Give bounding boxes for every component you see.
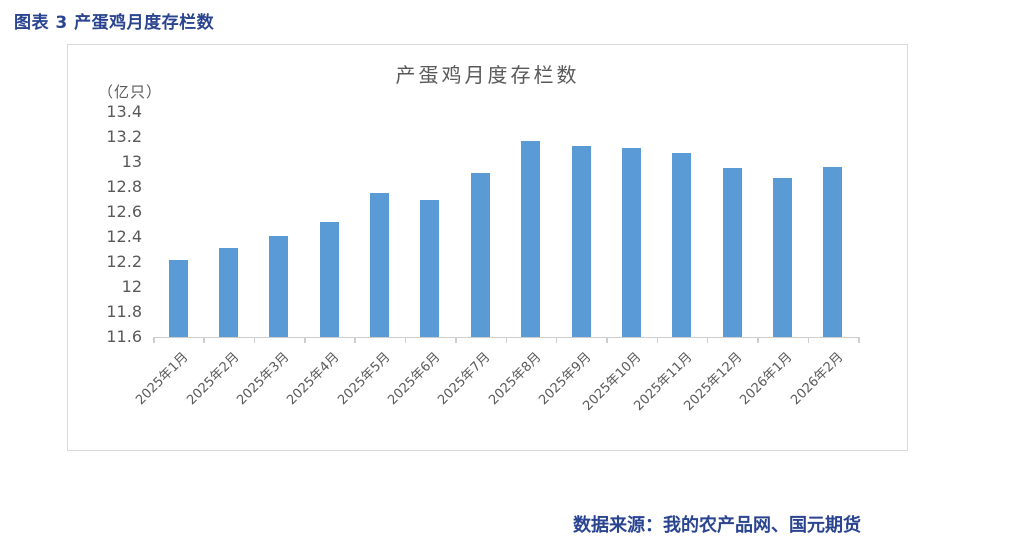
bar-slot <box>254 112 304 337</box>
y-axis-tick-labels: 13.4 13.2 13 12.8 12.6 12.4 12.2 12 11.8 11.6 <box>68 45 142 450</box>
bar-2025年10月 <box>621 148 641 337</box>
bar-slot <box>304 112 354 337</box>
bar-slot <box>707 112 757 337</box>
bar-2025年8月 <box>521 140 541 337</box>
y-axis-unit-label: （亿只） <box>98 83 163 101</box>
x-axis-tick <box>404 337 407 343</box>
bar-2026年2月 <box>823 167 843 337</box>
plot-area <box>153 112 858 338</box>
bar-2026年1月 <box>772 178 792 337</box>
bar-slot <box>455 112 505 337</box>
bar-slot <box>556 112 606 337</box>
bar-slot <box>203 112 253 337</box>
figure-caption: 图表 3 产蛋鸡月度存栏数 <box>14 13 215 33</box>
x-axis-tick <box>354 337 356 343</box>
x-axis-tick <box>253 337 256 343</box>
bar-slot <box>354 112 404 337</box>
x-axis-tick <box>757 337 759 343</box>
y-tick-label: 11.8 <box>106 302 142 321</box>
y-tick-label: 12.2 <box>106 252 142 271</box>
y-tick-label: 12.4 <box>106 227 142 246</box>
x-axis-tick <box>656 337 659 343</box>
x-axis-tick <box>455 337 457 343</box>
bar-2025年5月 <box>370 193 390 337</box>
x-axis-tick <box>706 337 709 343</box>
bar-2025年6月 <box>420 199 440 337</box>
bar-2025年4月 <box>319 222 339 337</box>
y-tick-label: 12.8 <box>106 177 142 196</box>
bar-2025年1月 <box>168 259 188 337</box>
y-tick-label: 12 <box>121 277 142 296</box>
bar-slot <box>757 112 807 337</box>
x-axis-tick <box>858 337 860 343</box>
bar-2025年9月 <box>571 145 591 337</box>
bar-slot <box>657 112 707 337</box>
x-axis-tick <box>153 337 155 343</box>
bar-slot <box>506 112 556 337</box>
bar-slot <box>405 112 455 337</box>
bar-slot <box>808 112 858 337</box>
x-axis-tick <box>203 337 205 343</box>
bar-2025年2月 <box>219 248 239 337</box>
y-tick-label: 12.6 <box>106 202 142 221</box>
bar-2025年3月 <box>269 235 289 337</box>
bar-2025年11月 <box>672 153 692 337</box>
chart-title: 产蛋鸡月度存栏数 <box>395 63 580 87</box>
bar-2025年12月 <box>722 168 742 337</box>
x-axis-tick <box>807 337 810 343</box>
bar-2025年7月 <box>470 173 490 337</box>
y-tick-label: 13.4 <box>106 102 142 121</box>
y-tick-label: 13.2 <box>106 127 142 146</box>
bar-slot <box>153 112 203 337</box>
y-tick-label: 13 <box>121 152 142 171</box>
x-axis-tick <box>555 337 558 343</box>
x-axis-tick <box>606 337 608 343</box>
x-axis-tick <box>304 337 306 343</box>
x-axis-tick <box>505 337 507 343</box>
y-tick-label: 11.6 <box>106 327 142 346</box>
bar-slot <box>606 112 656 337</box>
data-source-note: 数据来源：我的农产品网、国元期货 <box>573 515 861 536</box>
x-axis-labels: 2025年1月 2025年2月 2025年3月 2025年4月 2025年5月 2025年… <box>133 45 858 450</box>
chart-container: 产蛋鸡月度存栏数 （亿只） 13.4 13.2 13 12.8 12.6 12.4 12.2… <box>67 44 908 536</box>
